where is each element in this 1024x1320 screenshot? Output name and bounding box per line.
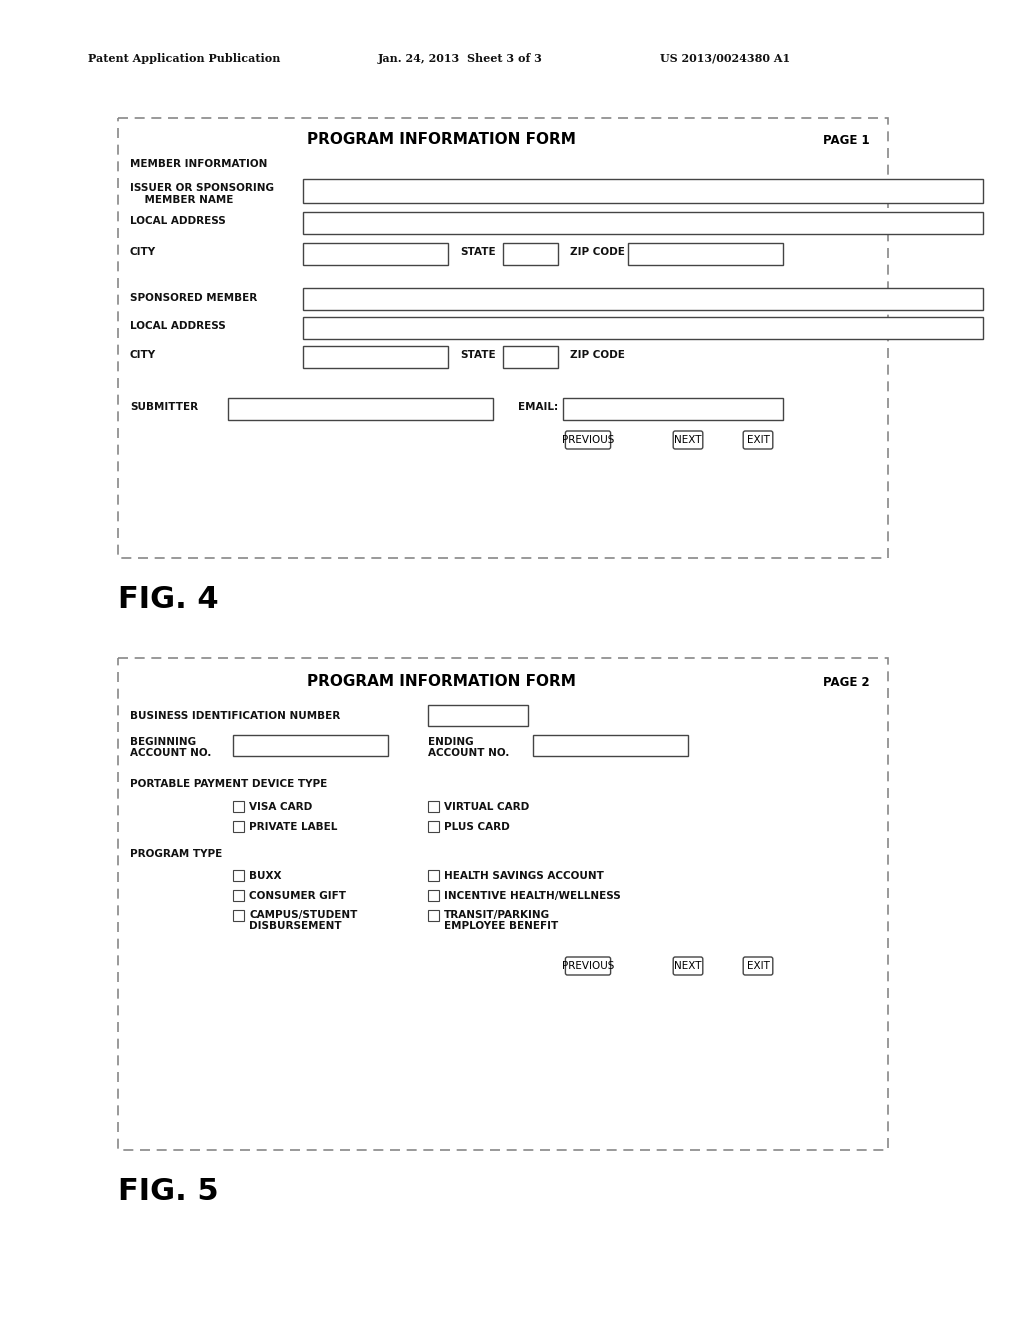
Text: US 2013/0024380 A1: US 2013/0024380 A1 bbox=[660, 53, 791, 63]
Bar bbox=[118, 117, 888, 558]
Text: FIG. 5: FIG. 5 bbox=[118, 1177, 219, 1206]
Bar bbox=[228, 399, 493, 420]
Bar bbox=[233, 890, 244, 902]
Text: LOCAL ADDRESS: LOCAL ADDRESS bbox=[130, 216, 225, 226]
Text: PAGE 1: PAGE 1 bbox=[823, 133, 870, 147]
Bar bbox=[503, 243, 558, 265]
Text: PLUS CARD: PLUS CARD bbox=[444, 822, 510, 832]
Text: NEXT: NEXT bbox=[674, 961, 701, 972]
Bar bbox=[303, 243, 449, 265]
Bar bbox=[503, 346, 558, 368]
Text: PROGRAM INFORMATION FORM: PROGRAM INFORMATION FORM bbox=[307, 675, 575, 689]
Bar bbox=[233, 909, 244, 921]
Text: ACCOUNT NO.: ACCOUNT NO. bbox=[130, 748, 211, 758]
Bar bbox=[118, 657, 888, 1150]
Bar bbox=[428, 890, 439, 902]
Text: STATE: STATE bbox=[460, 350, 496, 360]
Bar bbox=[233, 735, 388, 756]
Text: EMAIL:: EMAIL: bbox=[518, 403, 558, 412]
Bar bbox=[563, 399, 783, 420]
FancyBboxPatch shape bbox=[743, 957, 773, 975]
Text: ACCOUNT NO.: ACCOUNT NO. bbox=[428, 748, 509, 758]
Text: HEALTH SAVINGS ACCOUNT: HEALTH SAVINGS ACCOUNT bbox=[444, 871, 604, 880]
Text: STATE: STATE bbox=[460, 247, 496, 257]
Bar bbox=[428, 705, 528, 726]
Text: TRANSIT/PARKING: TRANSIT/PARKING bbox=[444, 909, 550, 920]
Text: SPONSORED MEMBER: SPONSORED MEMBER bbox=[130, 293, 257, 304]
Text: Patent Application Publication: Patent Application Publication bbox=[88, 53, 281, 63]
Text: INCENTIVE HEALTH/WELLNESS: INCENTIVE HEALTH/WELLNESS bbox=[444, 891, 621, 902]
Text: Jan. 24, 2013  Sheet 3 of 3: Jan. 24, 2013 Sheet 3 of 3 bbox=[378, 53, 543, 63]
Bar bbox=[428, 821, 439, 832]
Bar bbox=[534, 735, 688, 756]
Text: ZIP CODE: ZIP CODE bbox=[570, 350, 625, 360]
Text: ISSUER OR SPONSORING: ISSUER OR SPONSORING bbox=[130, 183, 274, 193]
Text: DISBURSEMENT: DISBURSEMENT bbox=[249, 921, 342, 931]
Bar bbox=[303, 317, 983, 339]
Text: MEMBER NAME: MEMBER NAME bbox=[130, 195, 233, 205]
Bar bbox=[303, 180, 983, 203]
Text: EMPLOYEE BENEFIT: EMPLOYEE BENEFIT bbox=[444, 921, 558, 931]
Bar bbox=[303, 213, 983, 234]
Text: PROGRAM TYPE: PROGRAM TYPE bbox=[130, 849, 222, 859]
Text: CONSUMER GIFT: CONSUMER GIFT bbox=[249, 891, 346, 902]
Text: MEMBER INFORMATION: MEMBER INFORMATION bbox=[130, 158, 267, 169]
Text: PREVIOUS: PREVIOUS bbox=[562, 961, 614, 972]
Text: EXIT: EXIT bbox=[746, 961, 769, 972]
Text: PROGRAM INFORMATION FORM: PROGRAM INFORMATION FORM bbox=[307, 132, 575, 148]
Text: PRIVATE LABEL: PRIVATE LABEL bbox=[249, 822, 337, 832]
Text: ENDING: ENDING bbox=[428, 737, 474, 747]
FancyBboxPatch shape bbox=[565, 957, 610, 975]
Bar bbox=[303, 346, 449, 368]
Text: BUSINESS IDENTIFICATION NUMBER: BUSINESS IDENTIFICATION NUMBER bbox=[130, 711, 340, 721]
Text: PAGE 2: PAGE 2 bbox=[823, 676, 870, 689]
Text: PREVIOUS: PREVIOUS bbox=[562, 436, 614, 445]
Text: CAMPUS/STUDENT: CAMPUS/STUDENT bbox=[249, 909, 357, 920]
Text: VISA CARD: VISA CARD bbox=[249, 803, 312, 812]
Bar bbox=[303, 288, 983, 310]
Text: EXIT: EXIT bbox=[746, 436, 769, 445]
Text: LOCAL ADDRESS: LOCAL ADDRESS bbox=[130, 321, 225, 331]
Bar bbox=[428, 801, 439, 812]
FancyBboxPatch shape bbox=[565, 432, 610, 449]
FancyBboxPatch shape bbox=[743, 432, 773, 449]
Bar bbox=[233, 870, 244, 880]
FancyBboxPatch shape bbox=[673, 432, 702, 449]
Text: PORTABLE PAYMENT DEVICE TYPE: PORTABLE PAYMENT DEVICE TYPE bbox=[130, 779, 328, 789]
Text: VIRTUAL CARD: VIRTUAL CARD bbox=[444, 803, 529, 812]
Bar bbox=[233, 821, 244, 832]
Text: SUBMITTER: SUBMITTER bbox=[130, 403, 198, 412]
FancyBboxPatch shape bbox=[673, 957, 702, 975]
Text: ZIP CODE: ZIP CODE bbox=[570, 247, 625, 257]
Bar bbox=[233, 801, 244, 812]
Text: FIG. 4: FIG. 4 bbox=[118, 586, 219, 615]
Text: CITY: CITY bbox=[130, 350, 156, 360]
Text: NEXT: NEXT bbox=[674, 436, 701, 445]
Bar bbox=[428, 909, 439, 921]
Bar bbox=[428, 870, 439, 880]
Bar bbox=[628, 243, 783, 265]
Text: BUXX: BUXX bbox=[249, 871, 282, 880]
Text: CITY: CITY bbox=[130, 247, 156, 257]
Text: BEGINNING: BEGINNING bbox=[130, 737, 197, 747]
